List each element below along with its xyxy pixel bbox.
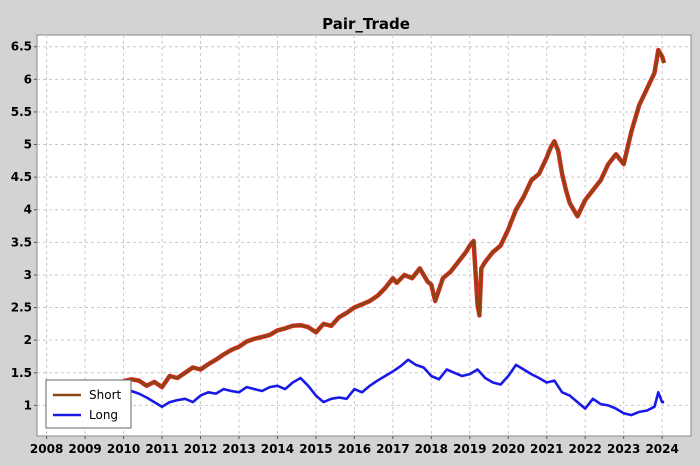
y-tick-label: 2 <box>24 333 32 347</box>
x-tick-label: 2023 <box>607 442 640 456</box>
legend-label-short: Short <box>89 388 121 402</box>
series-long-line <box>123 358 665 417</box>
y-tick-label: 2.5 <box>11 301 32 315</box>
legend-label-long: Long <box>89 408 118 422</box>
y-tick-label: 3.5 <box>11 235 32 249</box>
x-tick-label: 2021 <box>530 442 563 456</box>
y-tick-label: 1.5 <box>11 366 32 380</box>
y-tick-label: 6 <box>24 72 32 86</box>
axis-ticks: 1 1.5 2 2.5 3 3.5 4 4.5 5 5.5 6 6.5 2008 2009 2010 2011… <box>11 40 679 456</box>
x-tick-label: 2010 <box>107 442 140 456</box>
y-tick-label: 6.5 <box>11 40 32 54</box>
y-tick-label: 1 <box>24 398 32 412</box>
x-tick-label: 2015 <box>299 442 332 456</box>
x-tick-label: 2018 <box>415 442 448 456</box>
grid <box>37 35 691 436</box>
legend: Short Long <box>45 379 132 429</box>
series-lines <box>123 47 667 417</box>
x-tick-label: 2016 <box>338 442 371 456</box>
plot-area <box>36 34 692 437</box>
x-tick-label: 2019 <box>453 442 486 456</box>
x-tick-label: 2020 <box>492 442 525 456</box>
legend-box <box>45 379 132 429</box>
x-tick-label: 2022 <box>569 442 602 456</box>
y-tick-label: 4 <box>24 203 32 217</box>
x-tick-label: 2008 <box>30 442 63 456</box>
chart-title: Pair_Trade <box>322 15 410 33</box>
y-tick-label: 4.5 <box>11 170 32 184</box>
x-tick-label: 2011 <box>145 442 178 456</box>
y-tick-label: 5 <box>24 138 32 152</box>
x-tick-label: 2017 <box>376 442 409 456</box>
x-tick-label: 2014 <box>261 442 294 456</box>
y-tick-label: 5.5 <box>11 105 32 119</box>
y-tick-label: 3 <box>24 268 32 282</box>
x-tick-label: 2012 <box>184 442 217 456</box>
x-tick-label: 2013 <box>222 442 255 456</box>
x-tick-label: 2009 <box>68 442 101 456</box>
x-tick-label: 2024 <box>645 442 678 456</box>
series-short-line <box>123 48 666 389</box>
